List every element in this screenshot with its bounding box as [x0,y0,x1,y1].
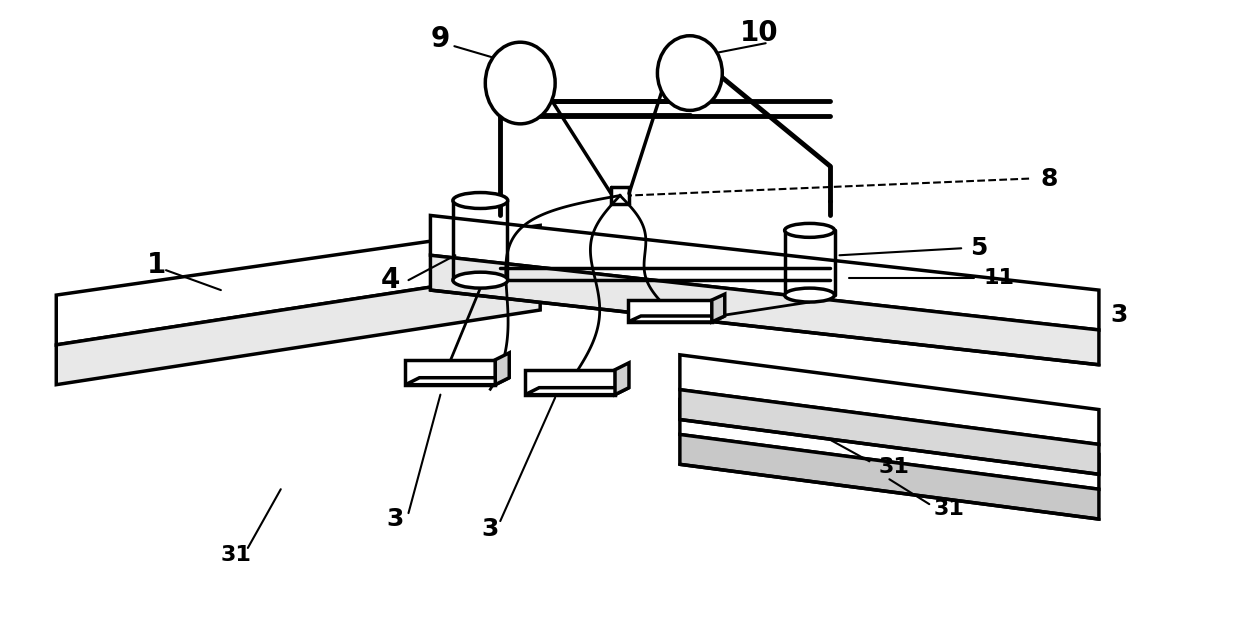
Ellipse shape [453,272,507,288]
Text: 10: 10 [740,19,779,47]
Text: 31: 31 [221,545,252,565]
Polygon shape [712,294,724,322]
Text: 5: 5 [971,236,988,260]
Polygon shape [526,387,629,394]
Text: 31: 31 [934,499,965,519]
Polygon shape [615,363,629,394]
Ellipse shape [453,193,507,208]
Ellipse shape [485,42,556,124]
Polygon shape [680,355,1099,444]
Polygon shape [56,225,541,345]
Polygon shape [680,389,1099,475]
Polygon shape [430,215,1099,330]
Polygon shape [405,377,510,385]
Text: 9: 9 [430,25,450,53]
Text: 3: 3 [481,517,498,541]
Text: 8: 8 [1040,167,1058,190]
Ellipse shape [785,223,835,237]
Polygon shape [680,399,1099,489]
Text: 3: 3 [387,507,404,531]
Text: 11: 11 [983,268,1014,288]
Polygon shape [627,300,712,322]
Text: 3: 3 [1110,303,1127,327]
Ellipse shape [785,288,835,302]
Polygon shape [627,316,724,322]
Ellipse shape [657,36,722,110]
Polygon shape [405,360,495,385]
Polygon shape [680,434,1099,519]
Polygon shape [56,270,541,385]
Text: 4: 4 [381,266,401,294]
Polygon shape [526,370,615,394]
Polygon shape [430,255,1099,365]
Text: 1: 1 [146,251,166,279]
Polygon shape [495,353,510,385]
Text: 31: 31 [879,458,910,477]
